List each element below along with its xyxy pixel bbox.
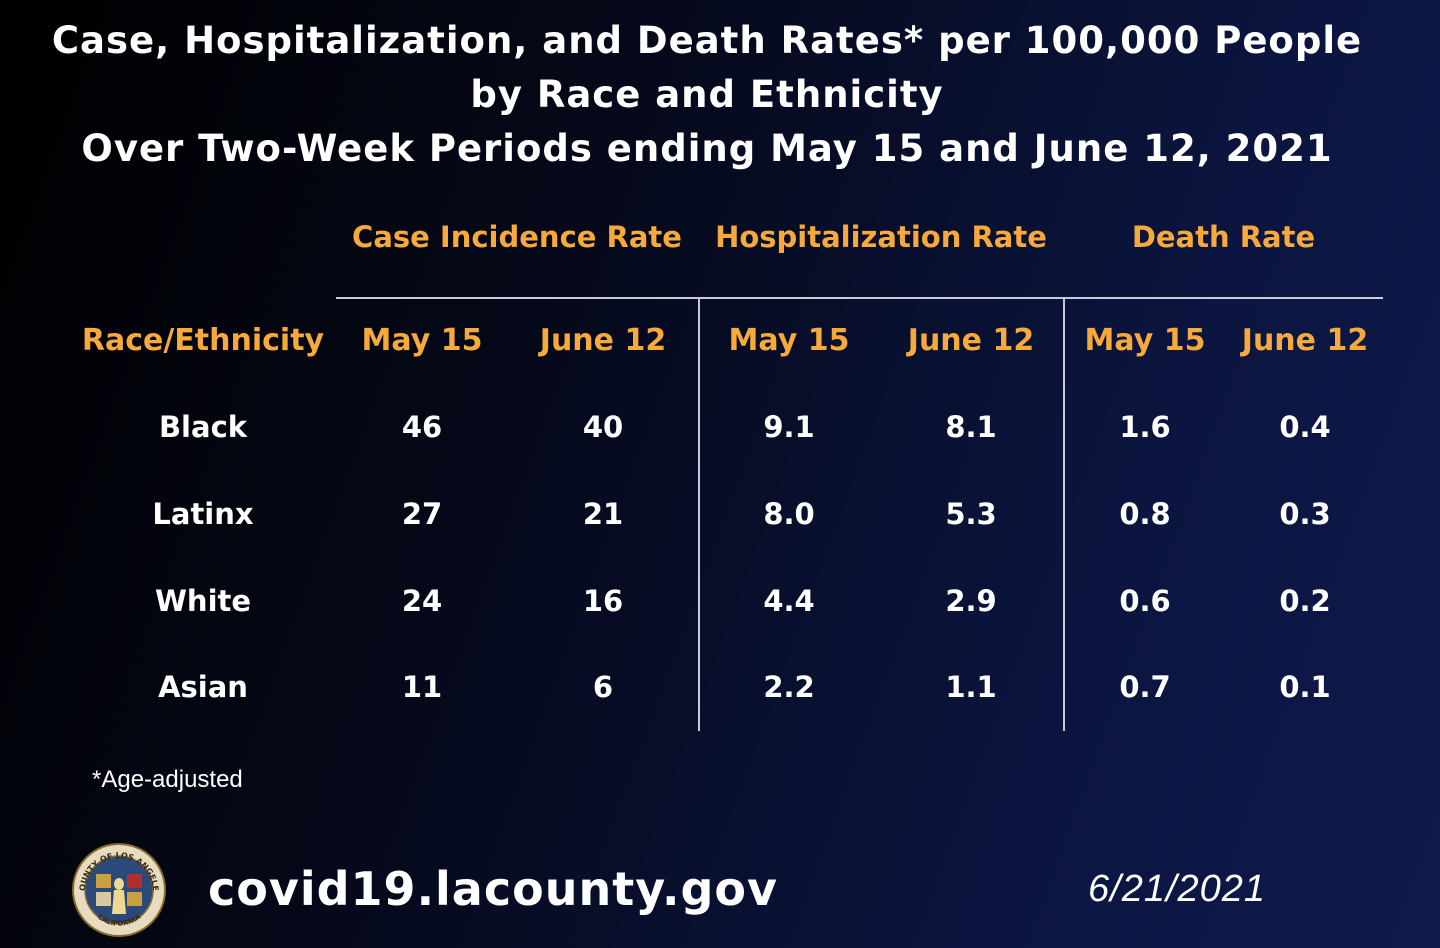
table-cell: 0.6 xyxy=(1119,584,1171,618)
table-cell: 27 xyxy=(401,497,443,531)
row-label: Black xyxy=(158,410,248,444)
row-label: White xyxy=(154,584,252,618)
table-cell: 2.2 xyxy=(763,670,815,704)
header-divider xyxy=(336,297,1383,299)
table-cell: 8.0 xyxy=(763,497,815,531)
footnote: *Age-adjusted xyxy=(92,766,243,793)
period-header: June 12 xyxy=(907,323,1035,358)
row-label: Asian xyxy=(158,670,248,704)
table-cell: 9.1 xyxy=(763,410,815,444)
period-header: May 15 xyxy=(1084,323,1206,358)
county-seal-logo: COUNTY OF LOS ANGELES CALIFORNIA xyxy=(68,842,166,937)
column-divider-1 xyxy=(698,298,700,731)
table-cell: 0.4 xyxy=(1279,410,1331,444)
table-cell: 0.1 xyxy=(1279,670,1331,704)
group-header-death: Death Rate xyxy=(1131,220,1316,254)
table-cell: 6 xyxy=(592,670,614,704)
table-cell: 1.6 xyxy=(1119,410,1171,444)
table-cell: 5.3 xyxy=(945,497,997,531)
table-cell: 0.8 xyxy=(1119,497,1171,531)
table-cell: 8.1 xyxy=(945,410,997,444)
table-cell: 40 xyxy=(582,410,624,444)
table-cell: 46 xyxy=(401,410,443,444)
period-header: May 15 xyxy=(728,323,850,358)
group-header-case-incidence: Case Incidence Rate xyxy=(352,220,682,254)
table-cell: 1.1 xyxy=(945,670,997,704)
period-header: June 12 xyxy=(1241,323,1369,358)
group-header-hospitalization: Hospitalization Rate xyxy=(715,220,1047,254)
column-divider-2 xyxy=(1063,298,1065,731)
title-line-3: Over Two-Week Periods ending May 15 and … xyxy=(81,127,1333,170)
table-cell: 0.2 xyxy=(1279,584,1331,618)
table-cell: 2.9 xyxy=(945,584,997,618)
website-url[interactable]: covid19.lacounty.gov xyxy=(208,862,778,916)
table-cell: 11 xyxy=(401,670,443,704)
table-cell: 0.7 xyxy=(1119,670,1171,704)
slide-date: 6/21/2021 xyxy=(1088,868,1267,910)
table-cell: 16 xyxy=(582,584,624,618)
table-cell: 21 xyxy=(582,497,624,531)
table-cell: 24 xyxy=(401,584,443,618)
slide-title: Case, Hospitalization, and Death Rates* … xyxy=(0,14,1414,176)
row-label: Latinx xyxy=(152,497,254,531)
period-header: June 12 xyxy=(539,323,667,358)
title-line-2: by Race and Ethnicity xyxy=(470,73,944,116)
period-header: May 15 xyxy=(361,323,483,358)
table-cell: 0.3 xyxy=(1279,497,1331,531)
title-line-1: Case, Hospitalization, and Death Rates* … xyxy=(51,19,1363,62)
row-header-label: Race/Ethnicity xyxy=(81,323,325,358)
table-cell: 4.4 xyxy=(763,584,815,618)
